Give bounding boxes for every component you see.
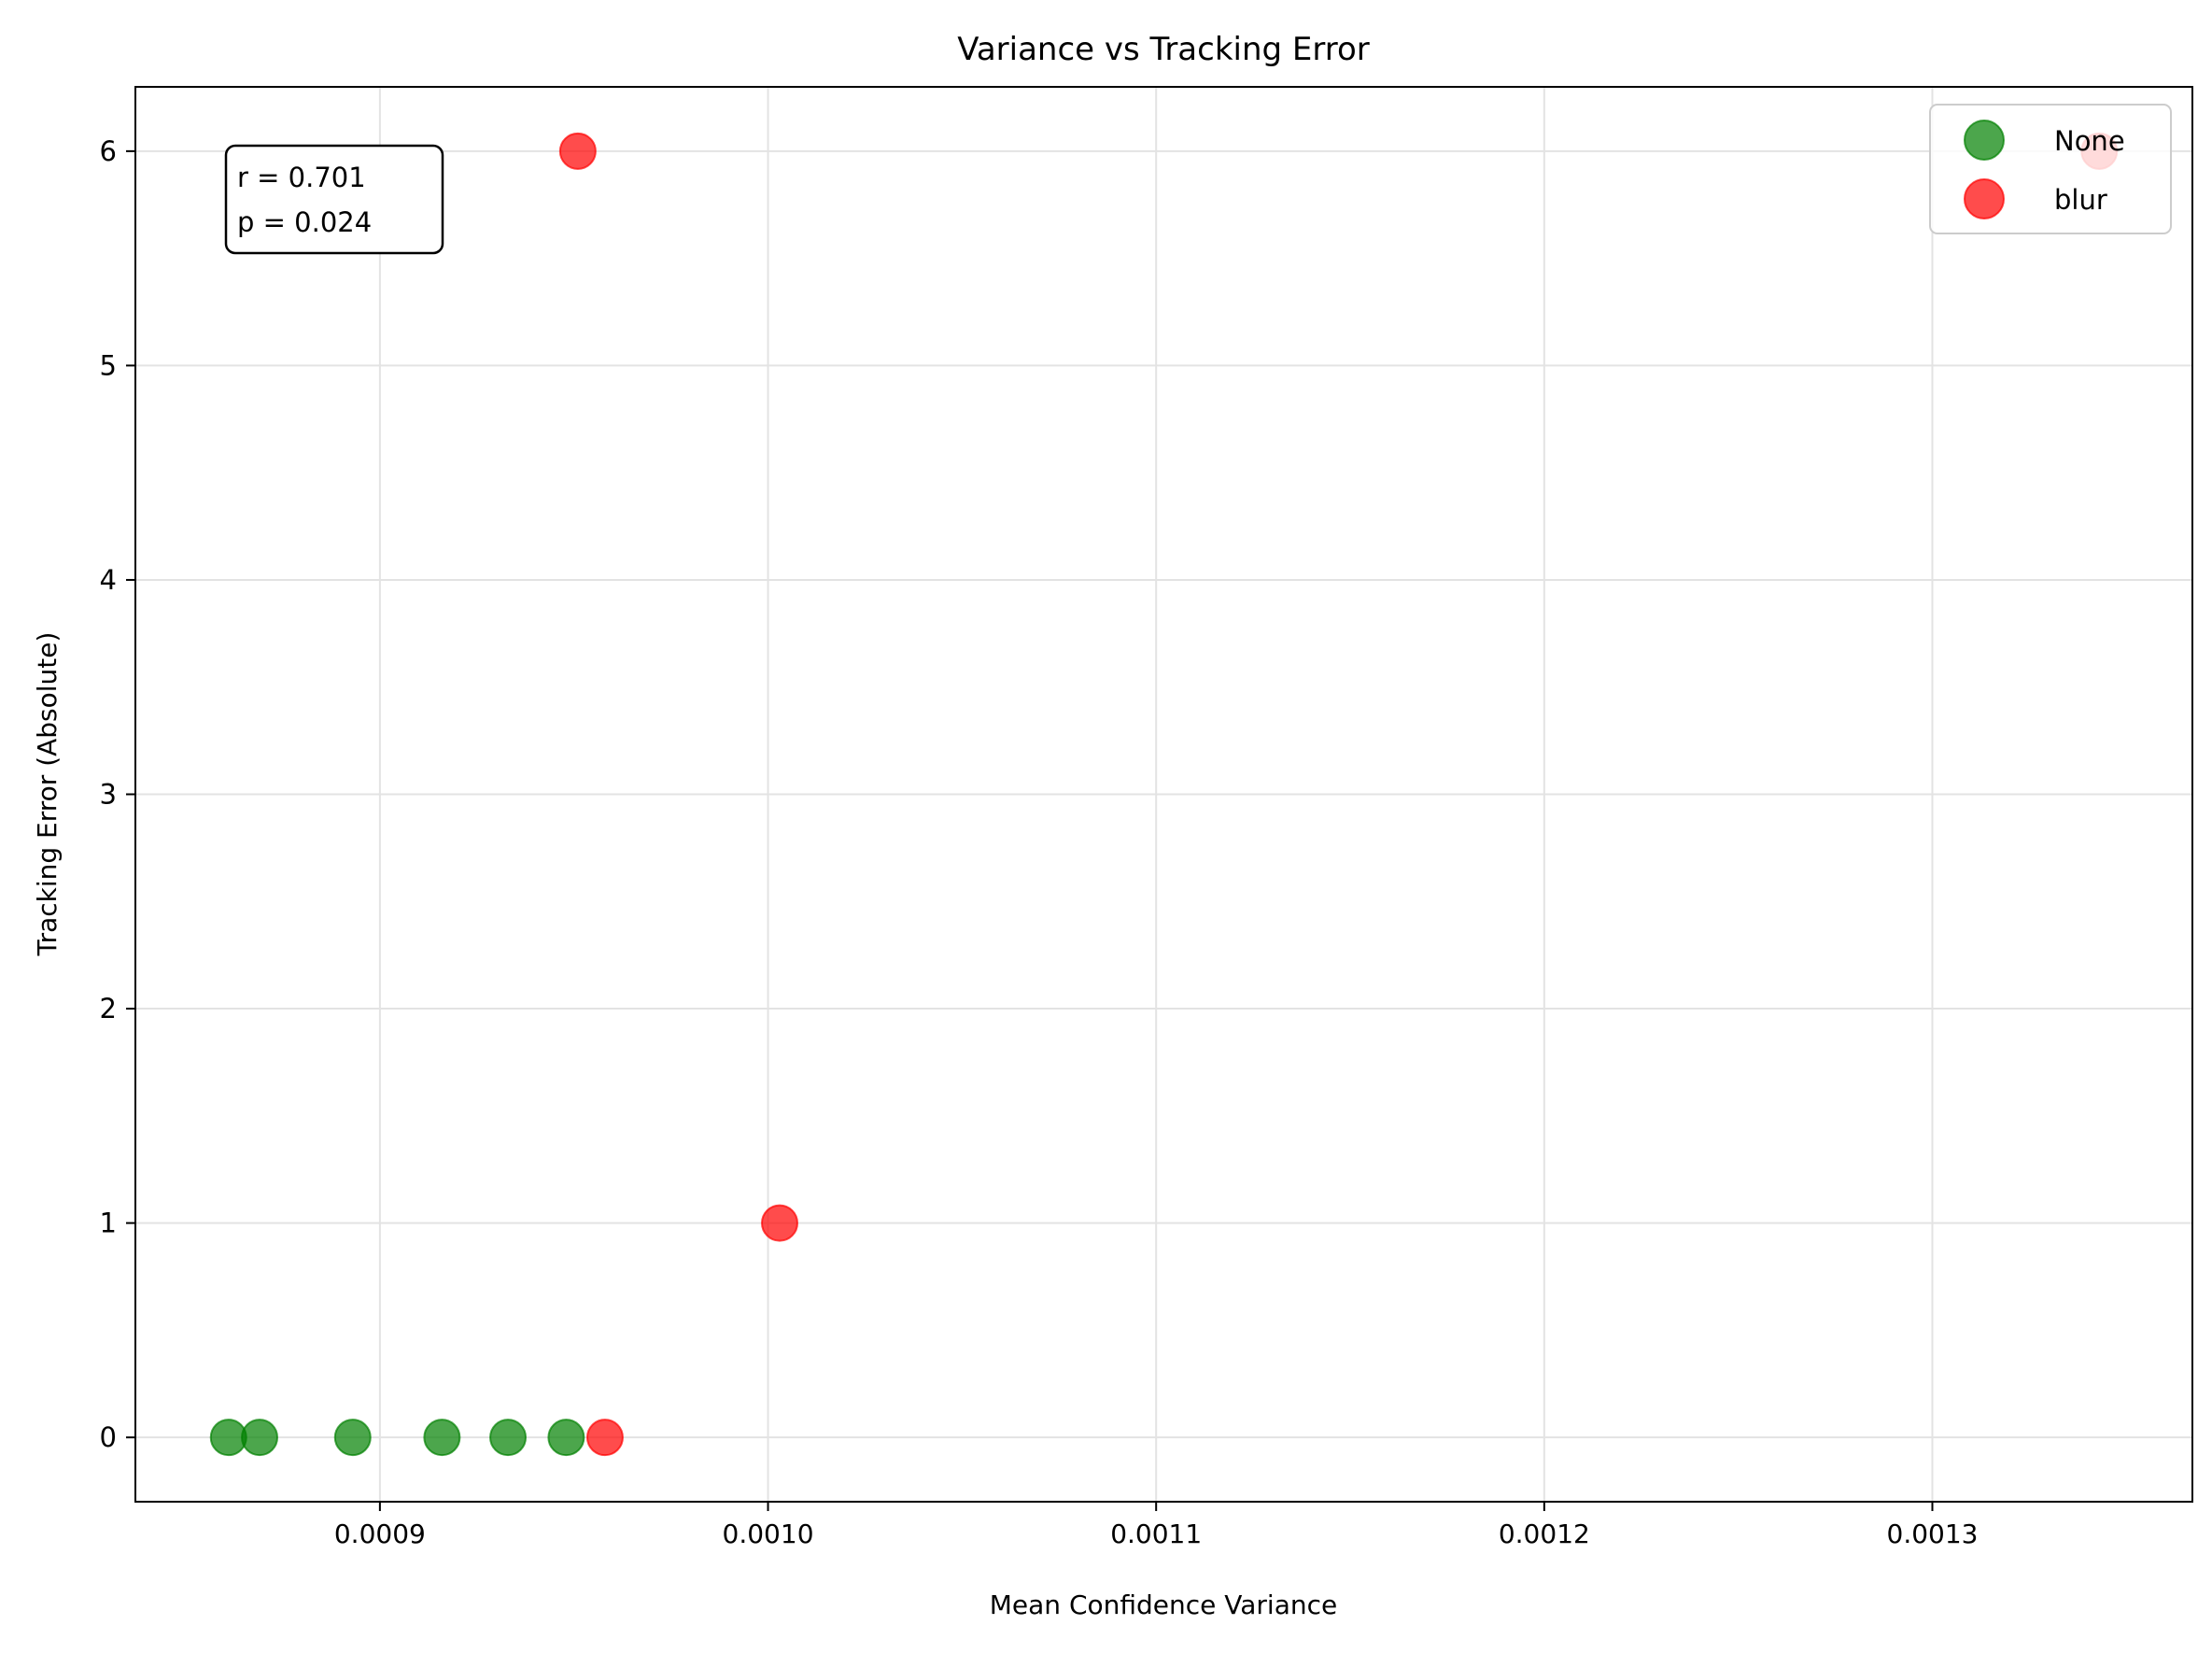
stats-box <box>224 144 444 255</box>
stats-r-value: r = 0.701 <box>237 162 366 193</box>
data-point-blur <box>558 132 597 170</box>
chart-title: Variance vs Tracking Error <box>957 31 1370 68</box>
y-axis-label: Tracking Error (Absolute) <box>32 632 63 957</box>
stats-annotation: r = 0.701 p = 0.024 <box>224 144 444 255</box>
x-tick-label: 0.0013 <box>1887 1519 1979 1549</box>
data-point-none <box>241 1419 279 1457</box>
data-point-none <box>333 1419 372 1457</box>
legend-marker-blur <box>1964 178 2005 219</box>
data-point-none <box>423 1419 461 1457</box>
x-tick-label: 0.0012 <box>1499 1519 1590 1549</box>
x-axis-label: Mean Confidence Variance <box>990 1589 1337 1620</box>
y-tick-label: 5 <box>100 349 117 381</box>
y-tick-label: 0 <box>100 1421 117 1453</box>
y-tick-label: 6 <box>100 135 117 167</box>
ticks-layer: 0.0009 0.0010 0.0011 0.0012 0.0013 0 1 2 3 4 5 6 <box>100 135 1979 1549</box>
y-tick-label: 4 <box>100 564 117 596</box>
data-point-none <box>489 1419 528 1457</box>
x-tick-label: 0.0009 <box>334 1519 426 1549</box>
points-layer <box>209 132 2119 1457</box>
x-tick-label: 0.0011 <box>1110 1519 1202 1549</box>
legend: None blur <box>1929 104 2172 234</box>
y-tick-label: 1 <box>100 1208 117 1239</box>
data-point-none <box>547 1419 585 1457</box>
y-tick-label: 2 <box>100 993 117 1024</box>
data-point-blur <box>585 1419 624 1457</box>
x-tick-label: 0.0010 <box>723 1519 814 1549</box>
legend-marker-none <box>1964 120 2005 161</box>
y-tick-label: 3 <box>100 779 117 811</box>
data-point-blur <box>760 1204 798 1242</box>
grid-layer <box>135 87 2192 1502</box>
legend-label-none: None <box>2054 125 2125 157</box>
legend-box <box>1929 104 2172 234</box>
legend-label-blur: blur <box>2054 184 2107 216</box>
stats-p-value: p = 0.024 <box>237 206 372 238</box>
